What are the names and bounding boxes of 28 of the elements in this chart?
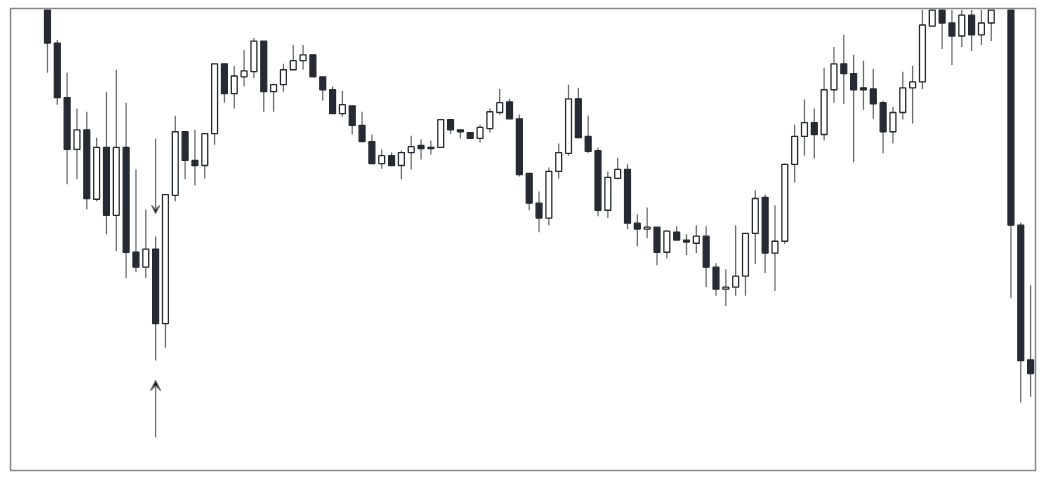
candlestick [830,46,838,104]
candlestick [820,67,828,142]
candlestick [122,102,130,279]
candlestick [771,204,779,292]
candlestick [73,107,81,180]
candlestick [102,91,111,235]
candlestick [250,37,258,79]
candlestick [1026,284,1035,398]
candlestick [761,193,769,274]
candlestick [486,107,494,134]
candlestick [535,190,543,233]
candlestick [800,98,809,157]
candlestick [417,138,425,161]
candlestick [712,262,720,297]
candlestick [889,105,897,145]
candlestick [240,49,248,88]
candlestick [850,54,858,164]
candlestick [476,124,484,144]
candlestick [545,166,553,226]
candlestick [948,9,956,66]
candlestick [840,34,848,105]
candlestick [132,168,140,273]
candlestick [112,69,120,252]
candlestick [594,146,602,217]
candlestick [191,129,199,187]
candlestick [859,60,868,111]
candlestick [299,44,307,71]
candlestick [63,72,71,185]
